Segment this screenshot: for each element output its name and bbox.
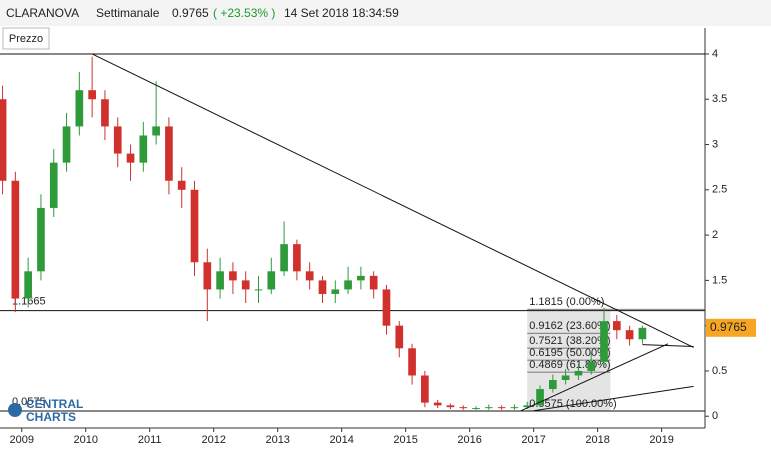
candle-body <box>229 271 237 281</box>
trendline <box>642 344 694 347</box>
candle-body <box>497 407 506 409</box>
candle-body <box>587 361 596 371</box>
chart-title: CLARANOVA <box>6 6 79 20</box>
candle-body <box>216 271 224 290</box>
trendline <box>91 53 694 348</box>
change: ( +23.53% ) <box>213 6 275 20</box>
candle-body <box>62 126 71 163</box>
candle-body <box>139 135 148 163</box>
period: Settimanale <box>96 6 160 20</box>
trendline <box>533 385 694 412</box>
candle-body <box>267 271 276 290</box>
candle-body <box>293 244 301 272</box>
last-price-tag <box>706 318 756 337</box>
candle-body <box>203 262 212 290</box>
candle-body <box>510 407 519 409</box>
candle-body <box>344 280 352 290</box>
candle-body <box>318 280 327 294</box>
candle-body <box>331 289 340 294</box>
candle-body <box>88 90 96 100</box>
fib-label: 0.6195 (50.00%) <box>529 347 610 359</box>
logo-text: CHARTS <box>26 410 76 424</box>
y-tick-label: 3 <box>712 138 718 150</box>
candle-body <box>305 271 314 281</box>
y-tick-label: 4 <box>712 48 718 60</box>
x-tick-label: 2015 <box>393 434 417 446</box>
candle-body <box>75 90 84 127</box>
x-tick-label: 2009 <box>10 434 34 446</box>
x-tick-label: 2013 <box>265 434 289 446</box>
candle-body <box>49 162 58 208</box>
horizontal-line-label: 0.0575 <box>12 396 46 408</box>
x-tick-label: 2011 <box>138 434 162 446</box>
candle-body <box>395 325 404 349</box>
candle-body <box>152 126 160 136</box>
x-tick-label: 2019 <box>649 434 673 446</box>
price-button-label[interactable]: Prezzo <box>9 33 43 45</box>
price-button[interactable] <box>2 27 50 50</box>
candle-body <box>165 126 173 181</box>
x-tick-label: 2012 <box>201 434 225 446</box>
candle-body <box>11 180 20 299</box>
candle-body <box>382 289 391 326</box>
fib-label: 0.0575 (100.00%) <box>529 398 616 410</box>
candle-body <box>190 189 199 263</box>
candle-body <box>408 348 416 376</box>
candle-body <box>101 99 109 127</box>
y-tick-label: 0 <box>712 410 718 422</box>
fib-label: 0.4869 (61.80%) <box>529 359 610 371</box>
candle-body <box>126 153 135 163</box>
candle-body <box>600 321 608 362</box>
fib-label: 1.1815 (0.00%) <box>529 296 604 308</box>
fib-label: 0.9162 (23.60%) <box>529 320 610 332</box>
datetime: 14 Set 2018 18:34:59 <box>284 6 399 20</box>
candle-body <box>369 275 378 290</box>
candle-body <box>523 405 532 408</box>
candle-body <box>357 275 365 281</box>
candle-body <box>561 375 570 380</box>
candle-body <box>241 280 250 290</box>
candle-body <box>446 405 455 408</box>
y-tick-label: 1.5 <box>712 274 727 286</box>
x-tick-label: 2016 <box>457 434 481 446</box>
y-tick-label: 2 <box>712 229 718 241</box>
y-tick-label: 3.5 <box>712 93 727 105</box>
x-tick-label: 2014 <box>329 434 353 446</box>
x-tick-label: 2010 <box>73 434 97 446</box>
logo-text: CENTRAL <box>26 397 83 411</box>
y-tick-label: 0.5 <box>712 365 727 377</box>
trendline <box>520 343 669 412</box>
candle-body <box>113 126 122 154</box>
header-bar <box>0 0 771 26</box>
candle-body <box>0 99 7 181</box>
candle-body <box>574 370 583 376</box>
fib-label: 0.7521 (38.20%) <box>529 335 610 347</box>
candle-body <box>625 330 634 340</box>
candle-body <box>612 321 621 331</box>
last-price: 0.9765 <box>172 6 209 20</box>
candle-body <box>638 327 647 340</box>
candle-body <box>177 180 186 190</box>
y-tick-label: 2.5 <box>712 184 727 196</box>
candle-body <box>254 289 263 291</box>
candle-body <box>472 408 480 410</box>
candle-body <box>280 244 288 272</box>
candle-body <box>485 407 493 409</box>
candle-body <box>421 375 429 403</box>
candle-body <box>433 402 442 406</box>
candle-body <box>548 380 557 390</box>
candle-body <box>536 389 544 406</box>
last-price-label: 0.9765 <box>710 320 747 334</box>
candle-body <box>24 271 32 299</box>
horizontal-line-label: 1.1665 <box>12 295 46 307</box>
candle-body <box>459 407 468 409</box>
logo: CENTRAL CHARTS <box>8 397 83 424</box>
logo-icon <box>8 403 22 417</box>
candle-body <box>37 207 45 272</box>
x-tick-label: 2017 <box>521 434 545 446</box>
x-tick-label: 2018 <box>585 434 609 446</box>
